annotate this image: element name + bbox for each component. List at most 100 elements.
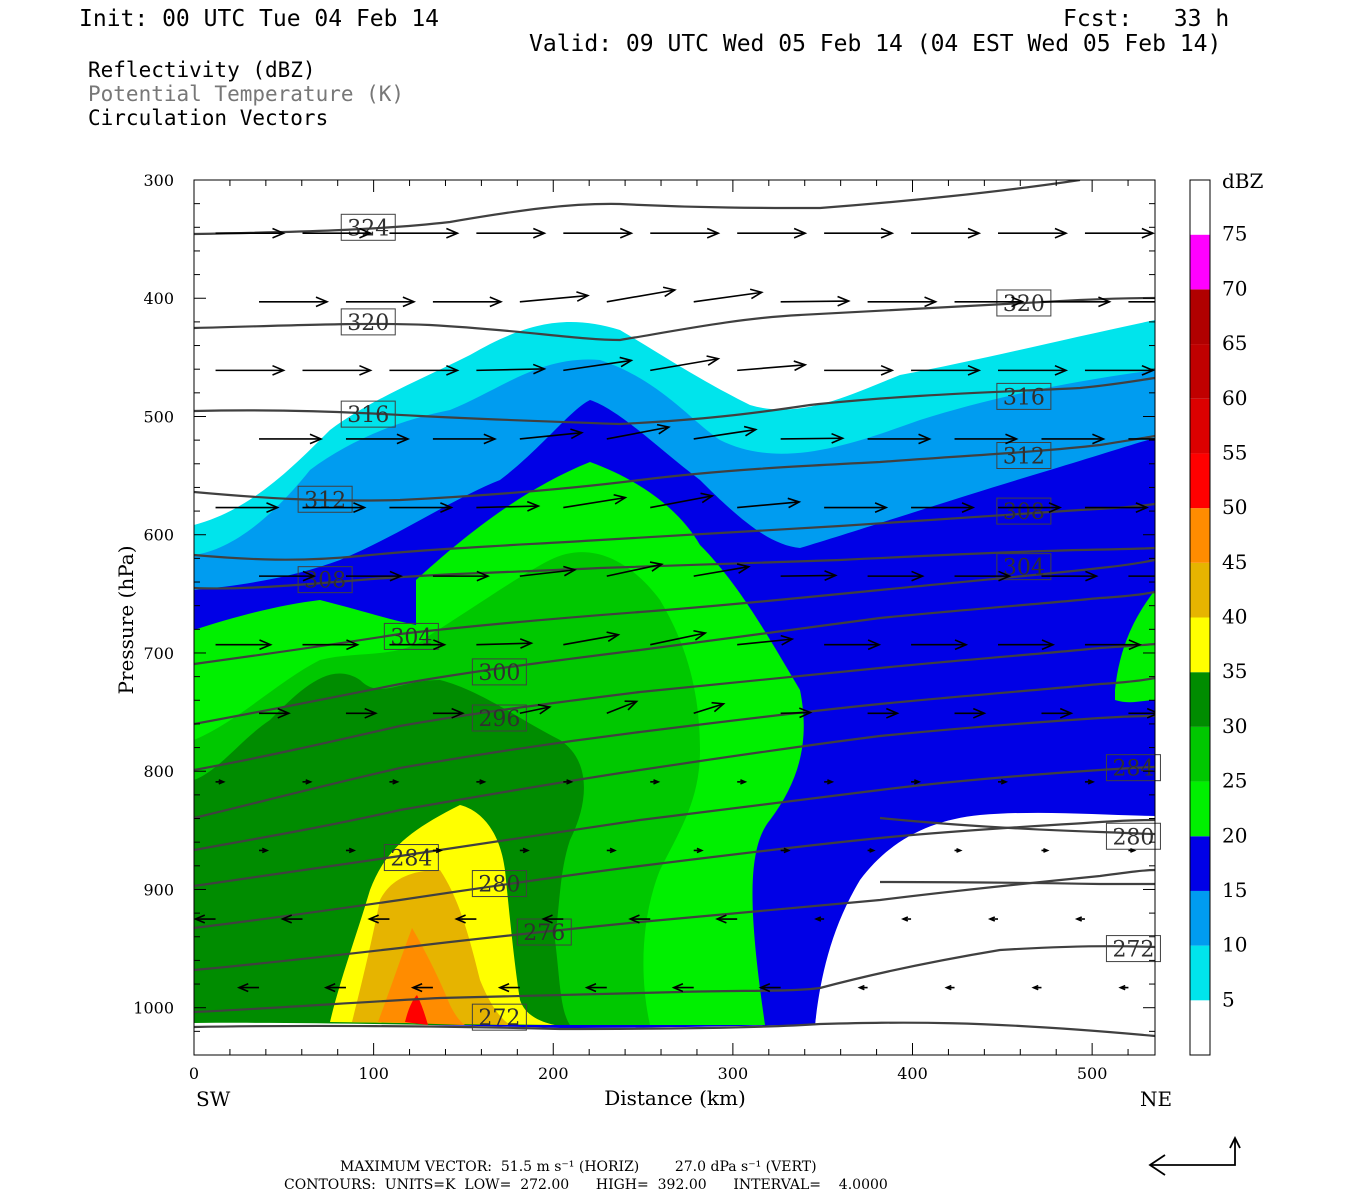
theta-contour-324 xyxy=(194,180,1081,236)
theta-contour-280 xyxy=(194,818,1155,930)
theta-contour-316 xyxy=(194,376,1155,426)
theta-label-280: 280 xyxy=(471,870,527,898)
theta-contour-284b xyxy=(194,765,1155,888)
svg-text:312: 312 xyxy=(1003,445,1045,470)
y-tick-label: 400 xyxy=(143,289,174,308)
theta-label-280: 280 xyxy=(1105,822,1161,850)
circulation-vector-head xyxy=(715,914,727,924)
theta-contours xyxy=(194,180,1155,1038)
circulation-vector xyxy=(606,563,662,577)
circulation-vector-head xyxy=(309,433,324,445)
circulation-vector xyxy=(693,428,756,440)
circulation-vector-head xyxy=(619,356,634,368)
circulation-vector-head xyxy=(814,916,822,922)
theta-contour-288 xyxy=(194,676,1155,820)
circulation-vector xyxy=(780,711,811,715)
theta-contour-284 xyxy=(194,714,1155,852)
circulation-vector-head xyxy=(743,425,758,437)
circulation-vector-head xyxy=(628,914,640,924)
colorbar-level-label: 60 xyxy=(1222,386,1247,410)
circulation-vector-head xyxy=(693,629,708,641)
svg-text:316: 316 xyxy=(347,403,389,428)
valid-time: Valid: 09 UTC Wed 05 Feb 14 (04 EST Wed … xyxy=(529,31,1222,57)
circulation-vector-head xyxy=(711,701,726,713)
svg-text:272: 272 xyxy=(478,1006,520,1031)
circulation-vector xyxy=(780,437,843,440)
circulation-vector-head xyxy=(526,500,541,512)
circulation-vector-head xyxy=(696,847,704,854)
theta-label-316: 316 xyxy=(340,400,396,428)
circulation-vector-head xyxy=(454,914,466,924)
circulation-vector-head xyxy=(972,707,987,719)
circulation-vector-head xyxy=(323,982,336,993)
circulation-vector-head xyxy=(911,570,925,582)
circulation-vector-head xyxy=(783,847,791,854)
theta-contour-292 xyxy=(194,642,1155,772)
circulation-vector xyxy=(476,368,545,372)
circulation-vector-head xyxy=(194,914,206,924)
circulation-vector xyxy=(780,300,849,303)
circulation-vector-head xyxy=(913,779,922,785)
shade-50-region xyxy=(405,995,428,1025)
circulation-vector-head xyxy=(1048,502,1063,513)
colorbar-level-label: 35 xyxy=(1222,659,1247,683)
theta-contour-308 xyxy=(194,502,1155,561)
colorbar-level-label: 50 xyxy=(1222,495,1247,519)
circulation-vector-head xyxy=(987,916,996,922)
circulation-vector-head xyxy=(867,639,882,651)
colorbar: 5 10 15 20 25 30 35 40 45 50 55 60 65 70 75 xyxy=(1189,179,1247,1056)
circulation-vector-head xyxy=(451,707,465,719)
theta-label-296: 296 xyxy=(471,704,527,732)
circulation-vector-head xyxy=(918,433,932,445)
circulation-vector xyxy=(780,574,836,577)
circulation-vector-head xyxy=(793,227,808,239)
circulation-vector-head xyxy=(1043,847,1050,853)
circulation-vector-head xyxy=(1087,779,1096,785)
circulation-vector xyxy=(737,364,806,372)
circulation-vector-head xyxy=(541,914,553,924)
circulation-vector-head xyxy=(874,502,889,513)
svg-text:316: 316 xyxy=(1003,385,1045,410)
circulation-vector-head xyxy=(656,423,671,435)
colorbar-bin xyxy=(1190,234,1210,290)
shade-15-bottom xyxy=(775,745,1155,1025)
colorbar-level-label: 5 xyxy=(1222,987,1235,1011)
circulation-vector-head xyxy=(649,561,664,572)
svg-text:284: 284 xyxy=(390,847,432,872)
x-tick-label: 100 xyxy=(358,1064,389,1083)
svg-text:280: 280 xyxy=(478,873,520,898)
svg-text:312: 312 xyxy=(304,488,346,513)
svg-text:300: 300 xyxy=(478,661,520,686)
circulation-vector-head xyxy=(346,639,360,651)
circulation-vector-head xyxy=(410,982,423,993)
svg-text:280: 280 xyxy=(1112,825,1154,850)
circulation-vector-head xyxy=(886,707,900,719)
theta-contour-300 xyxy=(194,558,1155,666)
circulation-vector xyxy=(606,289,675,303)
y-tick-label: 700 xyxy=(143,644,174,663)
circulation-vector xyxy=(519,706,550,715)
theta-label-312: 312 xyxy=(297,485,353,513)
circulation-vector-head xyxy=(758,982,771,993)
circulation-vector-head xyxy=(522,847,530,854)
circulation-vector xyxy=(476,642,532,646)
circulation-vector-head xyxy=(367,914,379,924)
circulation-vector-head xyxy=(961,502,976,513)
theta-contour-ground xyxy=(194,1021,1155,1038)
y-tick-label: 1000 xyxy=(133,999,174,1018)
circulation-vector-head xyxy=(519,638,534,649)
circulation-vector-head xyxy=(653,779,661,785)
colorbar-level-label: 30 xyxy=(1222,714,1247,738)
colorbar-level-label: 20 xyxy=(1222,823,1247,847)
circulation-vector-head xyxy=(827,779,835,785)
circulation-vector xyxy=(693,703,724,715)
circulation-vector-head xyxy=(435,847,443,854)
circulation-vector-head xyxy=(359,364,373,376)
y-axis-label: Pressure (hPa) xyxy=(114,546,138,695)
colorbar-level-label: 70 xyxy=(1222,276,1247,300)
theta-label-320: 320 xyxy=(340,308,396,336)
circulation-vector-head xyxy=(364,707,378,719)
theta-contour-276 xyxy=(194,868,1155,972)
circulation-vector-head xyxy=(998,570,1012,582)
circulation-vector xyxy=(693,565,749,577)
